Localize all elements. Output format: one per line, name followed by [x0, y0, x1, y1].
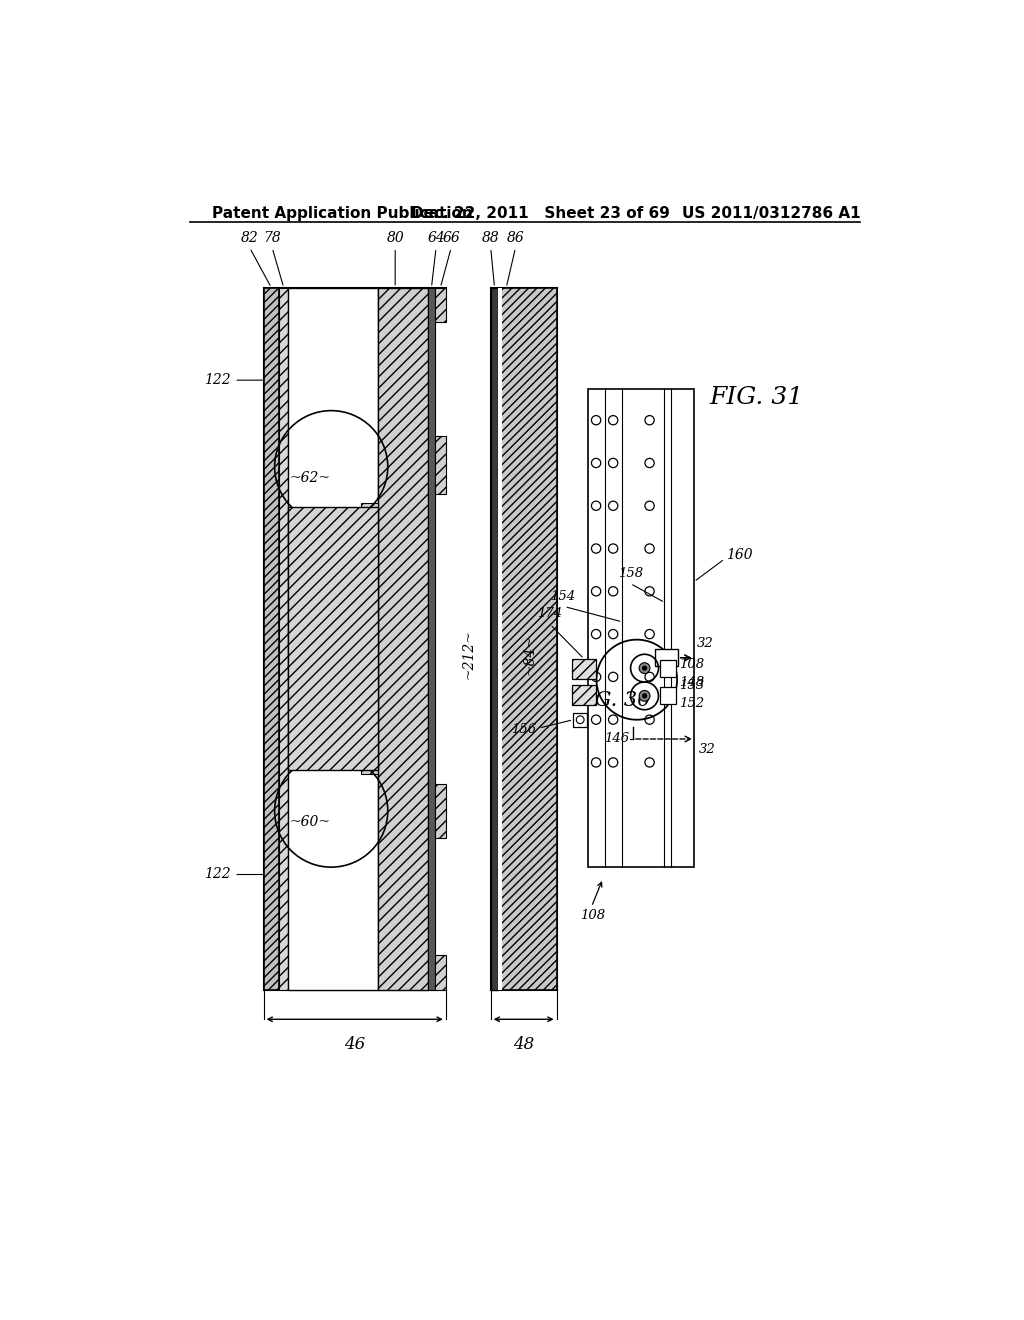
Text: 158: 158	[617, 566, 643, 579]
Text: 108: 108	[679, 657, 705, 671]
Text: ~212~: ~212~	[461, 630, 475, 680]
Text: 80: 80	[386, 231, 404, 244]
Text: 152: 152	[679, 697, 705, 710]
Bar	[654, 649, 678, 667]
Bar	[571, 659, 597, 678]
Text: 156: 156	[511, 723, 536, 737]
Text: ~84~: ~84~	[523, 634, 537, 675]
Bar	[499, 288, 502, 990]
Text: 88: 88	[482, 231, 500, 244]
Text: ~60~: ~60~	[290, 816, 331, 829]
Text: 32: 32	[697, 638, 714, 651]
Text: 122: 122	[205, 867, 231, 882]
Bar	[573, 713, 587, 726]
Bar	[280, 288, 289, 990]
Bar	[435, 288, 445, 322]
Bar	[289, 507, 378, 771]
Bar	[428, 288, 435, 990]
Text: Patent Application Publication: Patent Application Publication	[212, 206, 472, 222]
Text: ~78~: ~78~	[295, 632, 336, 645]
Bar	[660, 688, 676, 705]
Bar	[490, 288, 499, 990]
Bar	[435, 956, 445, 990]
Circle shape	[643, 694, 646, 698]
Text: 86: 86	[507, 231, 524, 244]
Text: 108: 108	[580, 909, 605, 923]
Text: 122: 122	[205, 374, 231, 387]
Text: FIG. 31: FIG. 31	[710, 385, 804, 409]
Bar	[435, 436, 445, 494]
Bar	[571, 685, 597, 705]
Bar	[490, 288, 557, 990]
Text: 64: 64	[427, 231, 445, 244]
Bar	[263, 288, 280, 990]
Text: 66: 66	[442, 231, 460, 244]
Text: FIG. 30: FIG. 30	[572, 690, 650, 710]
Text: US 2011/0312786 A1: US 2011/0312786 A1	[682, 206, 861, 222]
Bar	[660, 660, 676, 677]
Circle shape	[643, 667, 646, 671]
Text: 160: 160	[726, 548, 753, 562]
Bar	[360, 503, 378, 775]
Text: 148: 148	[679, 676, 705, 689]
Text: 78: 78	[263, 231, 281, 244]
Bar	[588, 389, 693, 867]
Circle shape	[639, 690, 650, 701]
Text: 32: 32	[698, 743, 716, 756]
Text: 174: 174	[538, 607, 562, 620]
Text: 82: 82	[241, 231, 258, 244]
Text: 154: 154	[550, 590, 575, 603]
Text: Dec. 22, 2011   Sheet 23 of 69: Dec. 22, 2011 Sheet 23 of 69	[411, 206, 670, 222]
Bar	[289, 288, 378, 990]
Text: 48: 48	[513, 1036, 535, 1053]
Text: 146: 146	[604, 733, 629, 746]
Circle shape	[639, 663, 650, 673]
Text: ~62~: ~62~	[290, 471, 331, 486]
Text: 153: 153	[679, 680, 705, 693]
Bar	[435, 784, 445, 838]
Bar	[378, 288, 428, 990]
Text: 46: 46	[344, 1036, 366, 1053]
